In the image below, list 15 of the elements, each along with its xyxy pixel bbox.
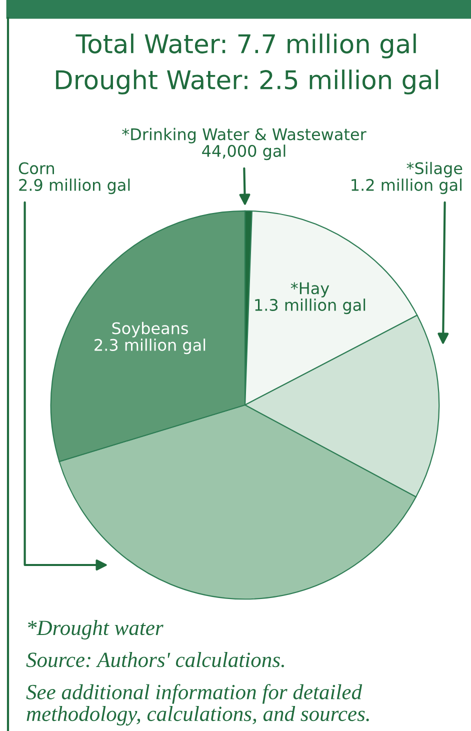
- data-label: 1.2 million gal: [352, 178, 462, 194]
- source-note: Source: Authors' calculations.: [26, 652, 284, 668]
- slice-label: Corn: [18, 162, 54, 174]
- slice-label: *Silage: [406, 162, 462, 178]
- text: *Drought water: [28, 620, 164, 640]
- data-label: 1.3 million gal: [255, 298, 366, 314]
- data-label: 2.9 million gal: [19, 178, 130, 194]
- data-label: 44,000 gal: [202, 144, 286, 160]
- chart-subtitle: Drought Water: 2.5 million gal: [56, 70, 438, 94]
- slice-label: *Hay: [290, 282, 330, 298]
- slice-label: *Drinking Water & Wastewater: [122, 128, 366, 144]
- text: See additional information for detailed methodology, calculations, and sources.: [26, 684, 369, 726]
- slice-label: Soybeans: [112, 322, 188, 338]
- chart-title: Total Water: 7.7 million gal: [76, 34, 416, 58]
- data-label: 2.3 million gal: [94, 338, 206, 354]
